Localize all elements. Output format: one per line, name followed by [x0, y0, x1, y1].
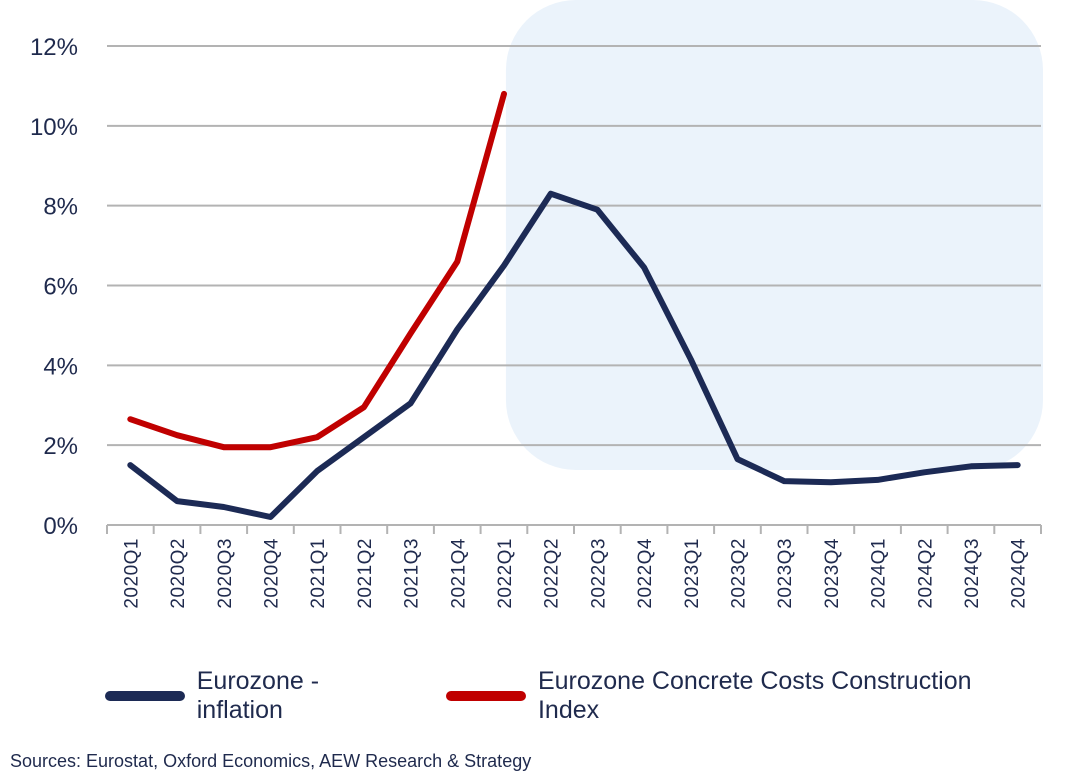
x-tick-label: 2024Q2	[915, 538, 936, 609]
source-note: Sources: Eurostat, Oxford Economics, AEW…	[10, 751, 532, 771]
legend-label-inflation: Eurozone - inflation	[196, 667, 320, 724]
legend-swatch-inflation	[105, 691, 185, 701]
x-tick-label: 2021Q1	[308, 538, 329, 609]
x-tick-label: 2022Q2	[542, 538, 563, 609]
y-tick-label: 6%	[43, 274, 78, 301]
x-tick-label: 2022Q4	[635, 538, 656, 609]
x-tick-label: 2021Q2	[355, 538, 376, 609]
series-line-inflation	[127, 190, 1021, 520]
y-tick-label: 12%	[30, 34, 78, 61]
x-tick-label: 2024Q3	[962, 538, 983, 609]
x-tick-label: 2022Q1	[495, 538, 516, 609]
x-tick-label: 2020Q1	[121, 538, 142, 609]
y-tick-label: 8%	[43, 194, 78, 221]
x-tick-label: 2023Q3	[775, 538, 796, 609]
series-line-concrete	[127, 90, 507, 451]
x-tick-label: 2023Q1	[682, 538, 703, 609]
x-tick-label: 2022Q3	[588, 538, 609, 609]
x-tick-label: 2024Q1	[869, 538, 890, 609]
x-tick-label: 2021Q3	[402, 538, 423, 609]
legend-swatch-concrete	[446, 691, 526, 701]
line-chart: 0% 2% 4% 6% 8% 10% 12% 2020Q1 2020Q2 2020Q3 2020Q4…	[30, 0, 1043, 609]
legend-item-concrete: Eurozone Concrete Costs Construction Ind…	[446, 667, 1026, 725]
highlight-band	[505, 0, 1043, 470]
x-tick-label: 2020Q4	[261, 538, 282, 609]
y-tick-label: 10%	[30, 114, 78, 141]
y-tick-label: 0%	[43, 513, 78, 540]
legend-item-inflation: Eurozone - inflation	[105, 667, 406, 725]
y-tick-label: 4%	[43, 353, 78, 380]
x-tick-label: 2020Q2	[168, 538, 189, 609]
x-tick-label: 2023Q2	[728, 538, 749, 609]
x-tick-label: 2020Q3	[215, 538, 236, 609]
legend-label-concrete: Eurozone Concrete Costs Construction Ind…	[537, 667, 972, 724]
x-tick-label: 2021Q4	[448, 538, 469, 609]
chart-legend: Eurozone - inflation Eurozone Concrete C…	[105, 667, 1066, 725]
x-tick-label: 2023Q4	[822, 538, 843, 609]
x-tick-label: 2024Q4	[1009, 538, 1030, 609]
y-tick-label: 2%	[43, 433, 78, 460]
